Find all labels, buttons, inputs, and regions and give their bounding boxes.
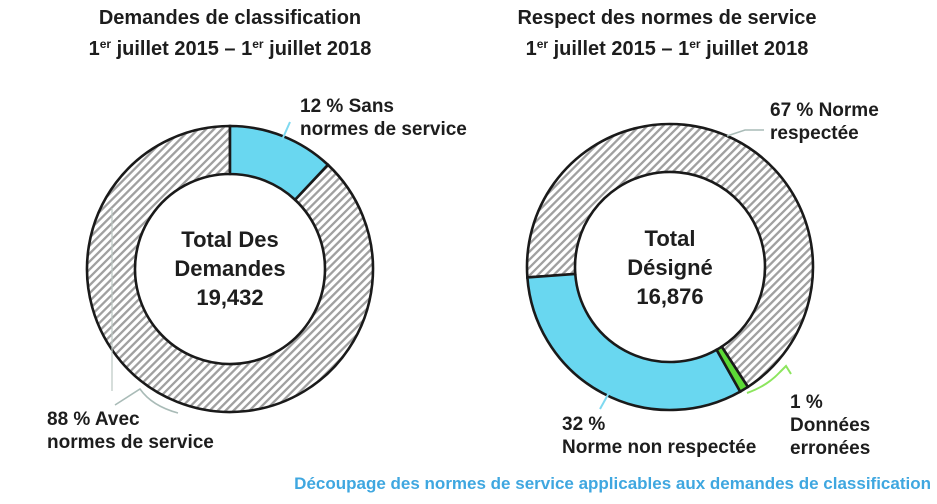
superscript-er: er [252,37,264,51]
superscript-er: er [689,37,701,51]
slice-norme-respectee-hatched [525,122,815,389]
left-center-line1: Total Des [181,227,279,252]
right-center-line2: Désigné [627,255,713,280]
left-center-line2: Demandes [174,256,286,281]
figure-caption: Découpage des normes de service applicab… [294,474,931,493]
leader-line-sans-normes [281,121,291,141]
slice-donnees-erronees-green [714,344,750,394]
label-donnees-erronees: 1 % Données erronées [790,392,871,459]
label-avec-normes: 88 % Avec normes de service [47,409,214,453]
left-center-total: 19,432 [196,285,264,310]
superscript-er: er [99,37,112,51]
left-donut-chart [85,121,375,414]
right-chart-title: Respect des normes de service 1er juille… [467,5,867,62]
superscript-er: er [536,37,549,51]
leader-bracket-donnees-erronees [746,364,792,394]
slice-sans-normes-cyan [228,124,330,202]
right-donut-chart [525,122,815,412]
right-center-line1: Total [644,226,696,251]
right-center-total: 16,876 [636,284,704,309]
left-title-line1: Demandes de classification [98,7,362,29]
leader-line-norme-respectee [726,129,764,137]
left-title-line2: 1er juillet 2015 – 1er juillet 2018 [88,37,372,60]
right-donut-center-label: Total Désigné 16,876 [570,224,770,311]
leader-bracket-avec-normes [114,387,179,414]
right-title-line2: 1er juillet 2015 – 1er juillet 2018 [525,37,809,60]
label-sans-normes: 12 % Sans normes de service [300,96,467,140]
label-norme-non-respectee: 32 % Norme non respectée [562,414,757,458]
slice-avec-normes-hatched [85,124,375,414]
slice-norme-non-respectee-cyan [525,272,742,412]
leader-line-norme-non-respectee [599,390,611,410]
right-title-line1: Respect des normes de service [517,7,817,29]
left-chart-title: Demandes de classification 1er juillet 2… [30,5,430,62]
label-norme-respectee: 67 % Norme respectée [770,100,879,144]
left-donut-center-label: Total Des Demandes 19,432 [130,225,330,312]
